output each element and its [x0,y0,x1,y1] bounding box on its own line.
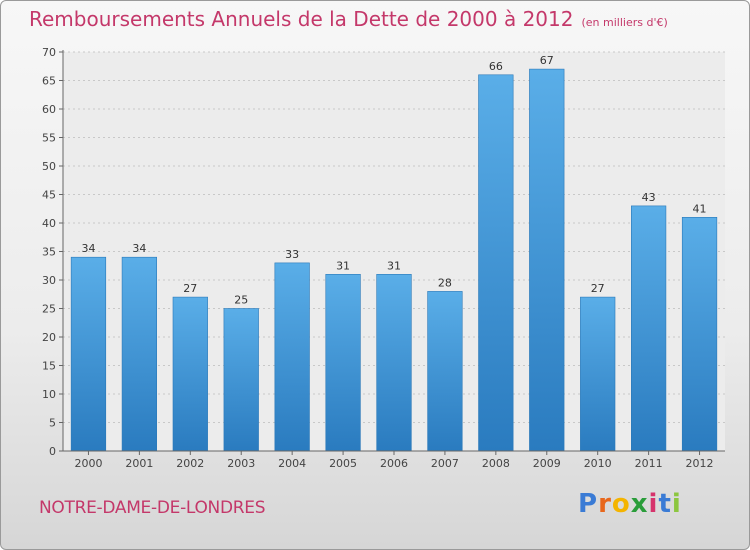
logo-letter: i [671,489,682,519]
bar-2000 [70,256,107,452]
value-label: 33 [285,248,299,261]
x-tick-label: 2005 [329,457,357,470]
value-label: 67 [540,54,554,67]
bar-2008 [478,74,514,452]
logo-letter: x [630,489,649,519]
commune-name: NOTRE-DAME-DE-LONDRES [39,498,266,518]
y-tick-label: 15 [42,360,56,373]
y-tick-label: 30 [42,274,56,287]
x-tick-label: 2007 [431,457,459,470]
bar-2011 [631,205,667,452]
x-tick-label: 2010 [584,457,612,470]
chart-subtitle: (en milliers d'€) [581,16,668,29]
y-tick-label: 60 [42,103,56,116]
y-tick-label: 40 [42,217,56,230]
x-tick-label: 2004 [278,457,306,470]
value-label: 34 [132,242,146,255]
value-label: 27 [183,282,197,295]
x-tick-label: 2003 [227,457,255,470]
bar-2003 [223,308,259,452]
y-tick-label: 70 [42,46,56,59]
value-label: 28 [438,276,452,289]
value-label: 41 [693,202,707,215]
bars: 34 34 27 25 33 31 31 28 66 67 27 43 41 [70,54,718,452]
bar-2007 [427,291,463,452]
x-tick-label: 2009 [533,457,561,470]
logo-letter: r [598,489,612,519]
value-label: 31 [336,259,350,272]
logo-letter: t [658,489,672,519]
x-tick-label: 2011 [635,457,663,470]
y-tick-label: 20 [42,331,56,344]
y-tick-label: 5 [49,417,56,430]
chart-title: Remboursements Annuels de la Dette de 20… [29,7,668,31]
value-label: 31 [387,259,401,272]
bar-2005 [325,273,361,452]
bar-2009 [529,68,565,452]
y-tick-label: 0 [49,445,56,458]
y-tick-label: 10 [42,388,56,401]
chart-title-text: Remboursements Annuels de la Dette de 20… [29,7,574,31]
bar-2002 [172,296,208,452]
x-tick-label: 2002 [176,457,204,470]
logo-letter: o [611,489,631,519]
y-tick-label: 50 [42,160,56,173]
x-tick-label: 2008 [482,457,510,470]
y-tick-label: 35 [42,246,56,259]
x-tick-label: 2012 [686,457,714,470]
bar-2010 [580,296,616,452]
bar-2012 [681,217,718,452]
x-tick-label: 2000 [74,457,102,470]
logo-letter: i [648,489,659,519]
y-tick-label: 65 [42,75,56,88]
value-label: 25 [234,294,248,307]
value-label: 43 [642,191,656,204]
y-tick-label: 55 [42,132,56,145]
proxiti-logo: Proxiti [578,489,682,519]
y-tick-label: 45 [42,189,56,202]
x-tick-label: 2001 [125,457,153,470]
y-tick-label: 25 [42,303,56,316]
bar-2006 [376,273,412,452]
bar-2001 [121,256,157,452]
value-label: 34 [81,242,95,255]
bar-2004 [274,262,310,452]
x-tick-label: 2006 [380,457,408,470]
axes: 0 5 10 15 20 25 30 35 40 45 50 55 60 65 70 2000 2001 2002… [42,46,725,470]
logo-letter: P [578,489,599,519]
value-label: 66 [489,60,503,73]
value-label: 27 [591,282,605,295]
